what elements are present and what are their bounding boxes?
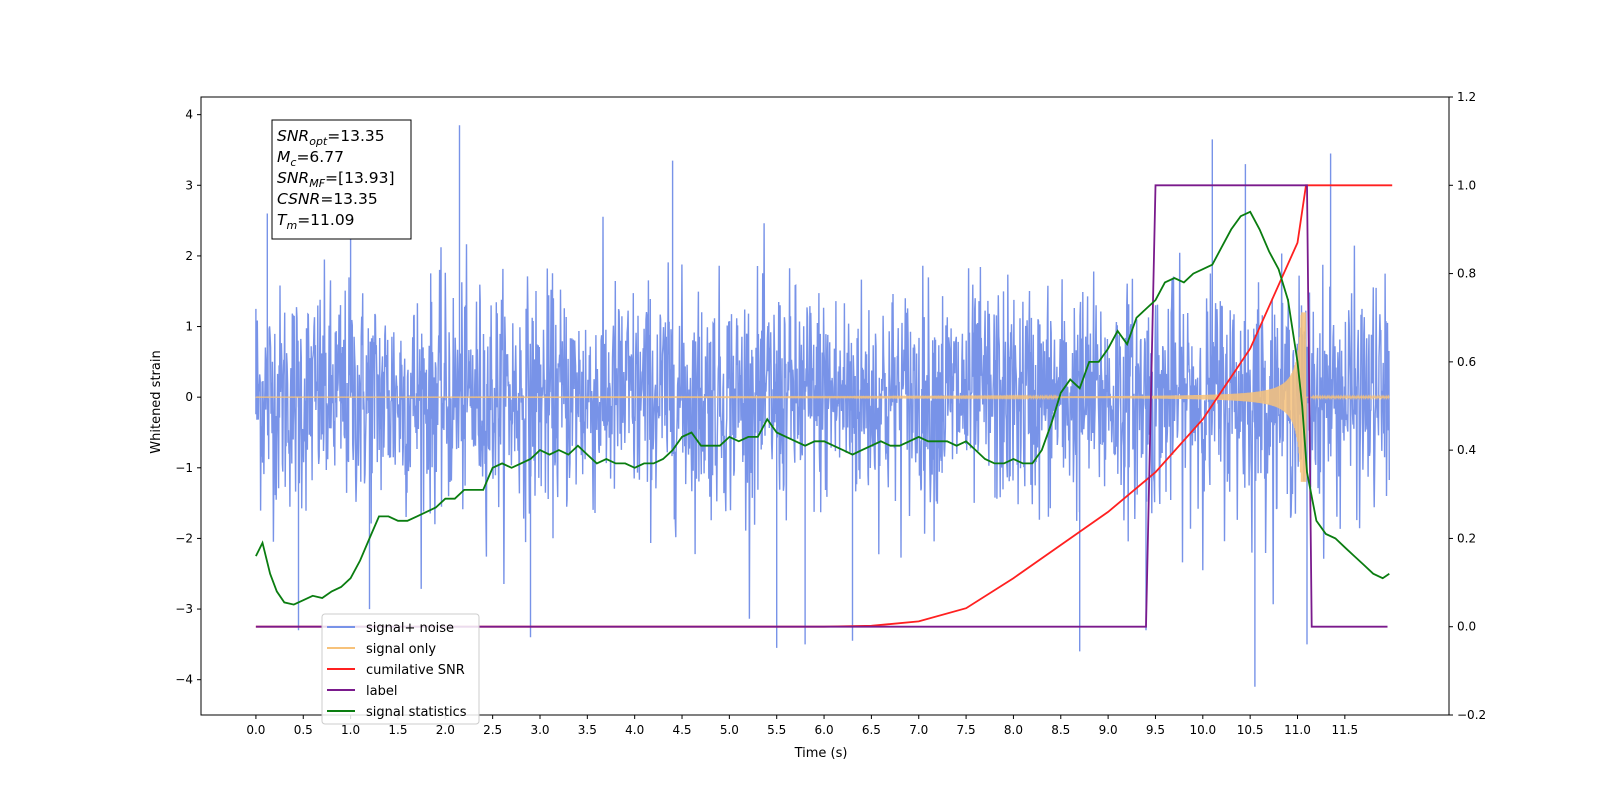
x-tick-label: 8.5 xyxy=(1051,723,1070,737)
x-tick-label: 4.0 xyxy=(625,723,644,737)
legend-label: signal+ noise xyxy=(366,621,454,636)
y-tick-label: −3 xyxy=(175,602,193,616)
annotation-line: SNRMF=[13.93] xyxy=(277,169,395,190)
y2-tick-label: 0.4 xyxy=(1457,443,1476,457)
x-tick-label: 2.5 xyxy=(483,723,502,737)
y2-tick-label: 1.2 xyxy=(1457,90,1476,104)
y2-tick-label: 0.6 xyxy=(1457,355,1476,369)
x-axis-label: Time (s) xyxy=(794,746,848,761)
y-tick-label: 2 xyxy=(185,249,193,263)
legend-label: label xyxy=(366,684,397,699)
y-tick-label: 0 xyxy=(185,390,193,404)
x-tick-label: 1.5 xyxy=(388,723,407,737)
x-tick-label: 4.5 xyxy=(672,723,691,737)
x-tick-label: 2.0 xyxy=(436,723,455,737)
y-axis-label: Whitened strain xyxy=(149,350,164,453)
x-tick-label: 6.5 xyxy=(862,723,881,737)
series-line-label xyxy=(255,184,1388,628)
legend-label: signal only xyxy=(366,642,436,657)
annotation-line: SNRopt=13.35 xyxy=(277,127,385,148)
x-tick-label: 6.0 xyxy=(815,723,834,737)
series-line-signal-only xyxy=(255,312,1390,482)
legend-label: cumilative SNR xyxy=(366,663,465,678)
x-tick-label: 3.5 xyxy=(578,723,597,737)
legend-frame xyxy=(321,613,480,725)
x-tick-label: 0.5 xyxy=(294,723,313,737)
annotation-line: Mc=6.77 xyxy=(277,148,344,169)
x-tick-label: 0.0 xyxy=(246,723,265,737)
x-tick-label: 10.0 xyxy=(1189,723,1216,737)
x-tick-label: 7.5 xyxy=(957,723,976,737)
series-line-signal-noise xyxy=(255,125,1390,687)
y-tick-label: −2 xyxy=(175,531,193,545)
x-tick-label: 11.5 xyxy=(1331,723,1358,737)
annotation-frame xyxy=(271,119,412,240)
legend-label: signal statistics xyxy=(366,705,467,720)
y2-tick-label: 0.0 xyxy=(1457,620,1476,634)
y-axis-right: 1.2 1.0 0.8 0.6 0.4 0.2 0.0 −0.2 xyxy=(1449,90,1486,722)
x-tick-label: 8.0 xyxy=(1004,723,1023,737)
y-tick-label: −4 xyxy=(175,673,193,687)
x-tick-label: 5.5 xyxy=(767,723,786,737)
y2-tick-label: −0.2 xyxy=(1457,708,1486,722)
y-axis-left: 4 3 2 1 0 −1 −2 −3 −4 xyxy=(175,108,201,687)
series-line-signal-statistics xyxy=(255,210,1390,606)
plot-area xyxy=(255,125,1393,687)
y-tick-label: 4 xyxy=(185,108,193,122)
x-axis: 0.0 0.5 1.0 1.5 2.0 2.5 3.0 3.5 4.0 4.5 5.0 5.5 6.0 6… xyxy=(246,715,1358,737)
y2-tick-label: 0.2 xyxy=(1457,531,1476,545)
x-tick-label: 10.5 xyxy=(1237,723,1264,737)
annotation-line: CSNR=13.35 xyxy=(277,190,378,208)
y2-tick-label: 1.0 xyxy=(1457,178,1476,192)
x-tick-label: 9.0 xyxy=(1099,723,1118,737)
x-tick-label: 11.0 xyxy=(1284,723,1311,737)
x-tick-label: 9.5 xyxy=(1146,723,1165,737)
stats-annotation-box: SNRopt=13.35Mc=6.77SNRMF=[13.93]CSNR=13.… xyxy=(271,119,412,240)
y-tick-label: 3 xyxy=(185,178,193,192)
x-tick-label: 1.0 xyxy=(341,723,360,737)
y-tick-label: −1 xyxy=(175,461,193,475)
series-line-cumilative-snr xyxy=(255,184,1393,628)
y2-tick-label: 0.8 xyxy=(1457,267,1476,281)
annotation-line: Tm=11.09 xyxy=(277,211,355,232)
axes-frame xyxy=(200,96,1450,716)
x-tick-label: 5.0 xyxy=(720,723,739,737)
legend: signal+ noise signal only cumilative SNR la… xyxy=(321,613,480,725)
x-tick-label: 3.0 xyxy=(530,723,549,737)
x-tick-label: 7.0 xyxy=(909,723,928,737)
y-tick-label: 1 xyxy=(185,320,193,334)
